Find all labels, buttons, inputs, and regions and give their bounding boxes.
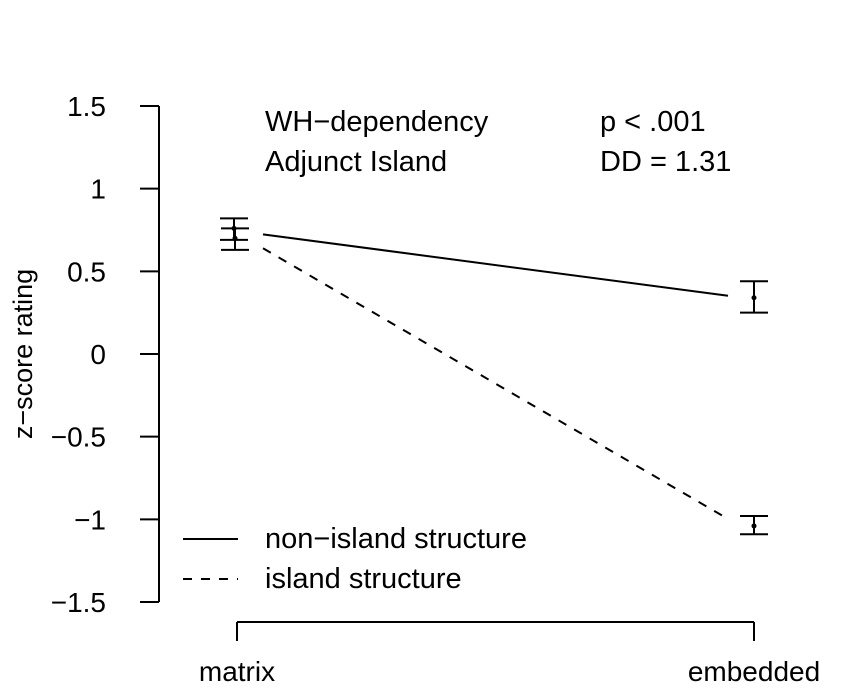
legend-label-island: island structure (265, 563, 462, 595)
series-line (262, 247, 729, 520)
series-layer (220, 217, 768, 536)
y-tick-label: −0.5 (51, 422, 106, 453)
data-point (751, 523, 757, 529)
y-tick-label: −1 (74, 504, 106, 535)
data-point (751, 295, 757, 301)
x-axis: matrix embedded (199, 621, 820, 687)
y-tick-label: 1.5 (67, 91, 106, 122)
legend: non−island structure island structure (183, 523, 527, 595)
y-axis: 1.5 1 0.5 0 −0.5 −1 −1.5 (51, 91, 160, 618)
annotation-pvalue: p < .001 (600, 106, 706, 138)
y-axis-label: z−score rating (8, 269, 38, 439)
x-tick-label-matrix: matrix (199, 656, 275, 687)
y-ticks: 1.5 1 0.5 0 −0.5 −1 −1.5 (51, 91, 159, 618)
data-point (232, 235, 238, 241)
y-tick-label: 1 (90, 174, 106, 205)
y-tick-label: 0.5 (67, 256, 106, 287)
legend-label-non-island: non−island structure (265, 523, 527, 555)
annotation-island-type: Adjunct Island (265, 146, 447, 178)
annotation-block: WH−dependency p < .001 Adjunct Island DD… (265, 106, 731, 178)
y-tick-label: 0 (90, 339, 106, 370)
x-tick-label-embedded: embedded (688, 656, 820, 687)
annotation-dd: DD = 1.31 (600, 146, 731, 178)
series-line (262, 233, 729, 297)
annotation-dependency: WH−dependency (265, 106, 489, 138)
y-tick-label: −1.5 (51, 587, 106, 618)
